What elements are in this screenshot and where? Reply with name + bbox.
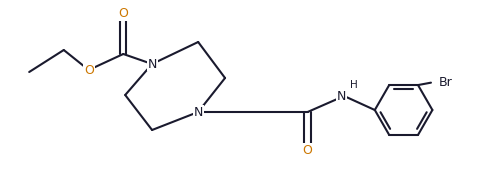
Text: N: N bbox=[148, 57, 157, 70]
Text: O: O bbox=[84, 64, 94, 76]
Text: O: O bbox=[118, 7, 128, 20]
Text: N: N bbox=[337, 89, 346, 103]
Text: Br: Br bbox=[438, 76, 452, 89]
Text: N: N bbox=[194, 105, 203, 118]
Text: H: H bbox=[350, 80, 358, 90]
Text: O: O bbox=[302, 144, 312, 157]
